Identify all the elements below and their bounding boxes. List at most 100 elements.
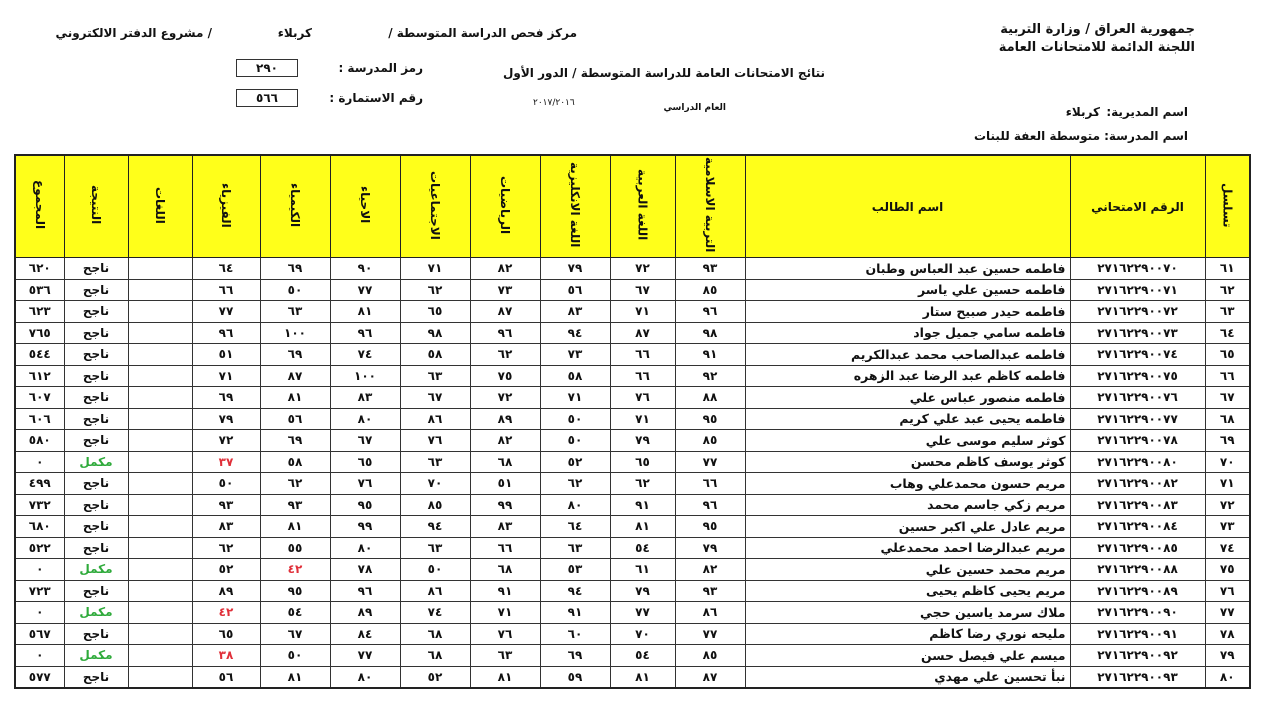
cell-physics: ٧٩ [191,407,261,430]
cell-total: ٠ [14,644,65,667]
school-code-box: ٢٩٠ [236,59,298,77]
cell-chemistry: ٥٤ [259,601,331,624]
cell-result: ناجح [63,386,129,409]
cell-student-name: ميسم علي فيصل حسن [744,644,1071,667]
cell-physics: ٧٢ [191,429,261,452]
cell-languages [127,644,193,667]
academic-year-label: العام الدراسي [663,103,726,113]
cell-english: ٥٦ [539,278,611,301]
cell-social: ٥٠ [399,558,471,581]
cell-serial: ٦٩ [1204,429,1251,452]
cell-arabic: ٨١ [609,515,676,538]
cell-student-name: مريم زكي جاسم محمد [744,493,1071,516]
cell-languages [127,364,193,387]
cell-arabic: ٧٩ [609,579,676,602]
cell-serial: ٦١ [1204,257,1251,280]
cell-math: ٨٧ [469,300,541,323]
cell-arabic: ٧٢ [609,257,676,280]
table-row: ٦٤ ٢٧١٦٢٢٩٠٠٧٣ فاطمه سامي جميل جواد ٩٨ ٨٧ ٩٤ ٩… [14,321,1251,344]
cell-chemistry: ٨١ [259,515,331,538]
cell-arabic: ٧٠ [609,622,676,645]
column-header-exam-number: الرقم الامتحاني [1069,154,1206,258]
cell-social: ٦٣ [399,536,471,559]
cell-math: ٩١ [469,579,541,602]
cell-islamic: ٩٥ [674,515,746,538]
cell-serial: ٦٣ [1204,300,1251,323]
cell-physics: ٧٧ [191,300,261,323]
cell-student-name: مريم عادل علي اكبر حسين [744,515,1071,538]
column-header-chemistry: الكيمياء [259,154,331,258]
cell-physics: ٥٦ [191,665,261,689]
cell-english: ٦٩ [539,644,611,667]
cell-social: ٦٢ [399,278,471,301]
cell-total: ٦٠٦ [14,407,65,430]
cell-serial: ٧٧ [1204,601,1251,624]
cell-languages [127,450,193,473]
cell-chemistry: ٥٥ [259,536,331,559]
cell-physics: ٦٤ [191,257,261,280]
cell-social: ٧٠ [399,472,471,495]
cell-student-name: مليحه نوري رضا كاظم [744,622,1071,645]
cell-physics: ٦٢ [191,536,261,559]
cell-chemistry: ٦٣ [259,300,331,323]
academic-year: ٢٠١٧/٢٠١٦ [533,98,575,108]
cell-student-name: فاطمه حسين عبد العباس وطبان [744,257,1071,280]
cell-serial: ٦٤ [1204,321,1251,344]
cell-result: ناجح [63,579,129,602]
cell-chemistry: ٥٦ [259,407,331,430]
cell-languages [127,472,193,495]
column-header-islamic: التربية الاسلامية [674,154,746,258]
cell-biology: ٧٤ [329,343,401,366]
cell-biology: ٩٥ [329,493,401,516]
cell-languages [127,665,193,689]
cell-result: ناجح [63,429,129,452]
cell-english: ٧٣ [539,343,611,366]
column-header-label: تسلسل [1220,182,1235,228]
cell-exam-number: ٢٧١٦٢٢٩٠٠٧٠ [1069,257,1206,280]
cell-english: ٥٢ [539,450,611,473]
cell-biology: ٧٧ [329,644,401,667]
cell-english: ٨٣ [539,300,611,323]
cell-result: ناجح [63,407,129,430]
cell-physics: ٨٣ [191,515,261,538]
cell-serial: ٦٥ [1204,343,1251,366]
cell-arabic: ٧١ [609,300,676,323]
cell-islamic: ٩٣ [674,257,746,280]
cell-islamic: ٩٣ [674,579,746,602]
cell-student-name: فاطمه عبدالصاحب محمد عبدالكريم [744,343,1071,366]
cell-social: ٦٥ [399,300,471,323]
cell-languages [127,579,193,602]
table-row: ٧١ ٢٧١٦٢٢٩٠٠٨٢ مريم حسون محمدعلي وهاب ٦٦ ٦٢ ٦… [14,472,1251,495]
cell-languages [127,622,193,645]
cell-math: ٧١ [469,601,541,624]
cell-languages [127,321,193,344]
cell-languages [127,278,193,301]
cell-result: ناجح [63,493,129,516]
cell-languages [127,601,193,624]
cell-languages [127,257,193,280]
cell-total: ٥٣٦ [14,278,65,301]
cell-physics: ٥٠ [191,472,261,495]
cell-result: ناجح [63,364,129,387]
cell-english: ٩٤ [539,579,611,602]
cell-student-name: فاطمه يحيى عبد علي كريم [744,407,1071,430]
cell-total: ٠ [14,450,65,473]
cell-social: ٧٦ [399,429,471,452]
cell-social: ٦٣ [399,450,471,473]
cell-result: مكمل [63,558,129,581]
column-header-label: الاحياء [358,186,372,224]
cell-english: ٨٠ [539,493,611,516]
cell-serial: ٦٢ [1204,278,1251,301]
cell-math: ٦٢ [469,343,541,366]
cell-chemistry: ٥٠ [259,644,331,667]
cell-islamic: ٩٨ [674,321,746,344]
cell-serial: ٧٣ [1204,515,1251,538]
cell-social: ٧٤ [399,601,471,624]
cell-chemistry: ٩٥ [259,579,331,602]
cell-english: ٩٤ [539,321,611,344]
cell-student-name: مريم حسون محمدعلي وهاب [744,472,1071,495]
cell-total: ٥٧٧ [14,665,65,689]
cell-english: ٥٩ [539,665,611,689]
cell-total: ٦٢٠ [14,257,65,280]
column-header-label: الرقم الامتحاني [1091,199,1184,214]
